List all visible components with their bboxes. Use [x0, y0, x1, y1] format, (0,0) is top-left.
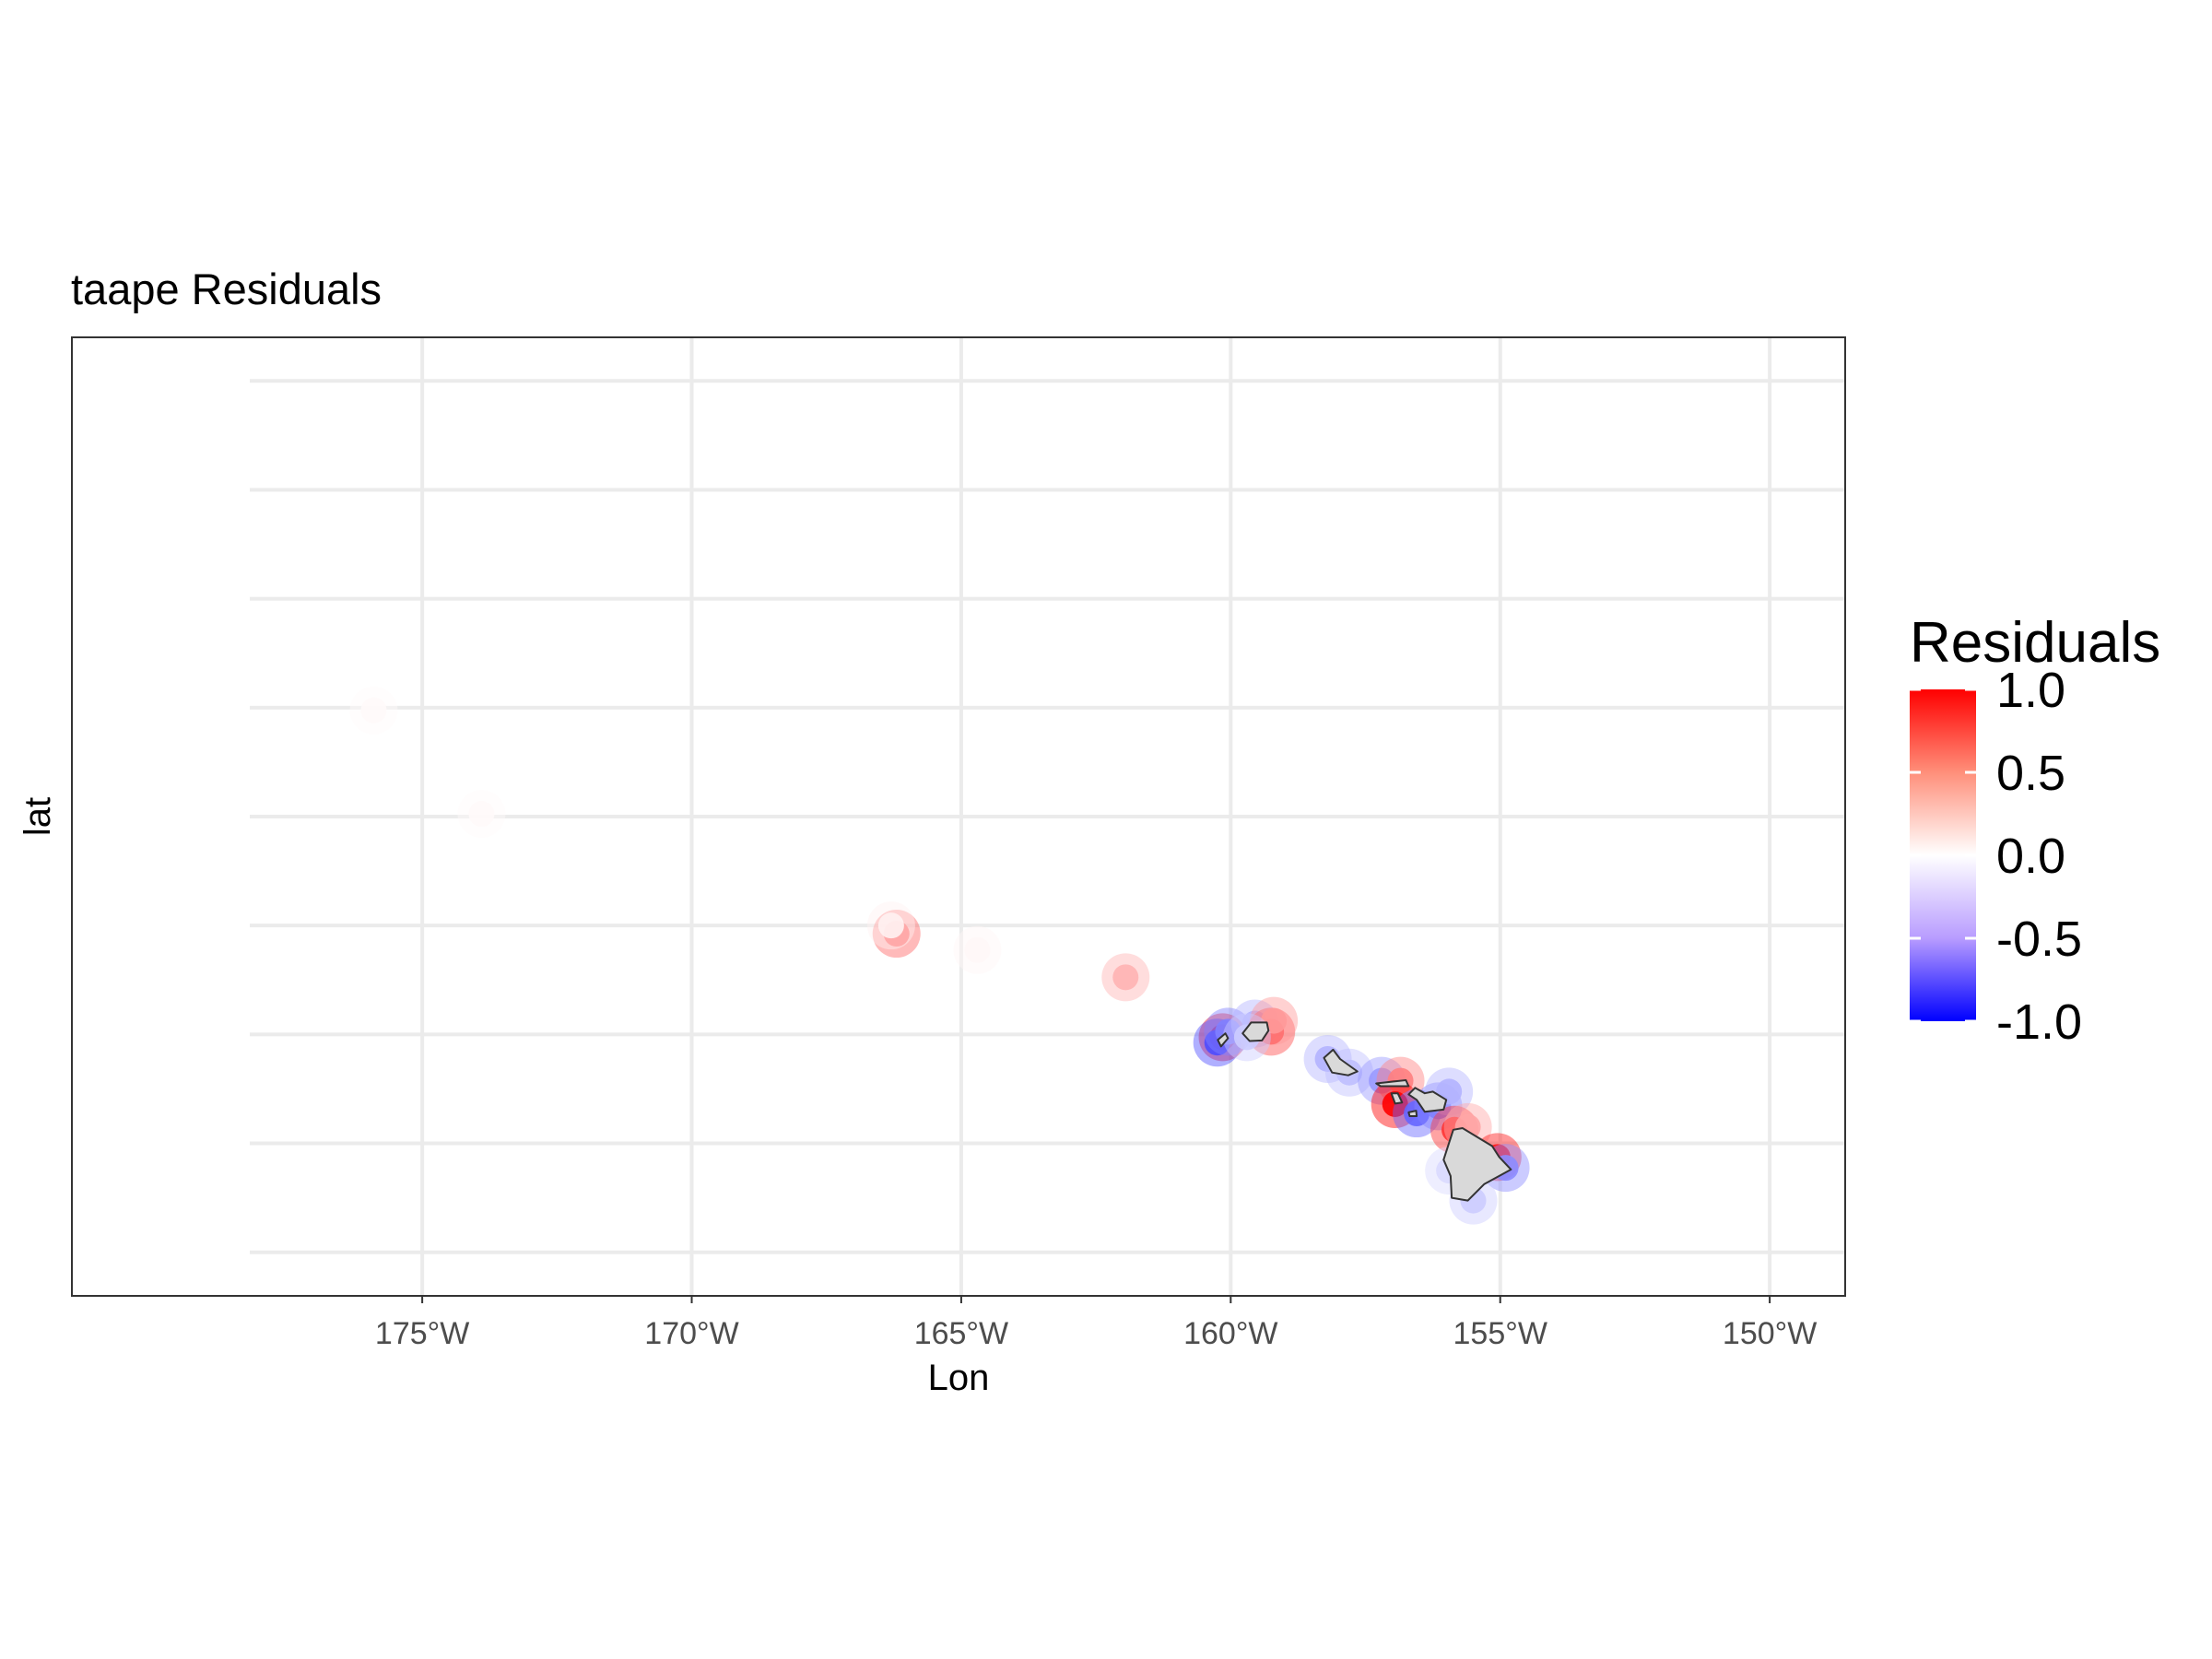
x-axis-title: Lon: [928, 1358, 990, 1398]
x-tick-label: 155°W: [1453, 1316, 1547, 1351]
legend-label: 1.0: [1996, 663, 2065, 718]
legend-title: Residuals: [1910, 611, 2160, 675]
residual-point: [360, 697, 387, 724]
y-axis-title: lat: [18, 797, 58, 836]
x-tick-label: 170°W: [644, 1316, 738, 1351]
x-tick-label: 160°W: [1183, 1316, 1277, 1351]
island-kauai: [1241, 1021, 1270, 1042]
legend: Residuals 1.0 0.5 0.0 -0.5 -1.0: [1910, 611, 2160, 1050]
residual-point: [468, 801, 495, 828]
grid-lines: [249, 337, 1845, 1296]
island-molokai: [1375, 1079, 1410, 1088]
plot-title: taape Residuals: [71, 265, 382, 313]
island-niihau: [1217, 1032, 1230, 1048]
island-lanai: [1390, 1092, 1404, 1105]
island-outlines: [1217, 1021, 1512, 1202]
panel-border: [71, 336, 1846, 1297]
residual-point: [1369, 1067, 1395, 1094]
x-axis-ticks: 175°W 170°W 165°W 160°W 155°W 150°W: [375, 1296, 1817, 1351]
island-hawaii: [1442, 1127, 1512, 1202]
island-kahoolawe: [1407, 1110, 1418, 1117]
island-oahu: [1323, 1048, 1359, 1077]
legend-label: -0.5: [1996, 912, 2082, 967]
legend-label: -1.0: [1996, 994, 2082, 1050]
legend-label: 0.5: [1996, 746, 2065, 801]
x-tick-label: 175°W: [375, 1316, 469, 1351]
residual-point: [877, 912, 904, 939]
residual-point: [1112, 964, 1139, 991]
island-maui: [1407, 1087, 1448, 1113]
legend-label: 0.0: [1996, 829, 2065, 884]
x-tick-label: 150°W: [1723, 1316, 1817, 1351]
residual-point: [964, 936, 991, 963]
legend-labels: 1.0 0.5 0.0 -0.5 -1.0: [1910, 663, 2082, 1050]
x-tick-label: 165°W: [914, 1316, 1008, 1351]
